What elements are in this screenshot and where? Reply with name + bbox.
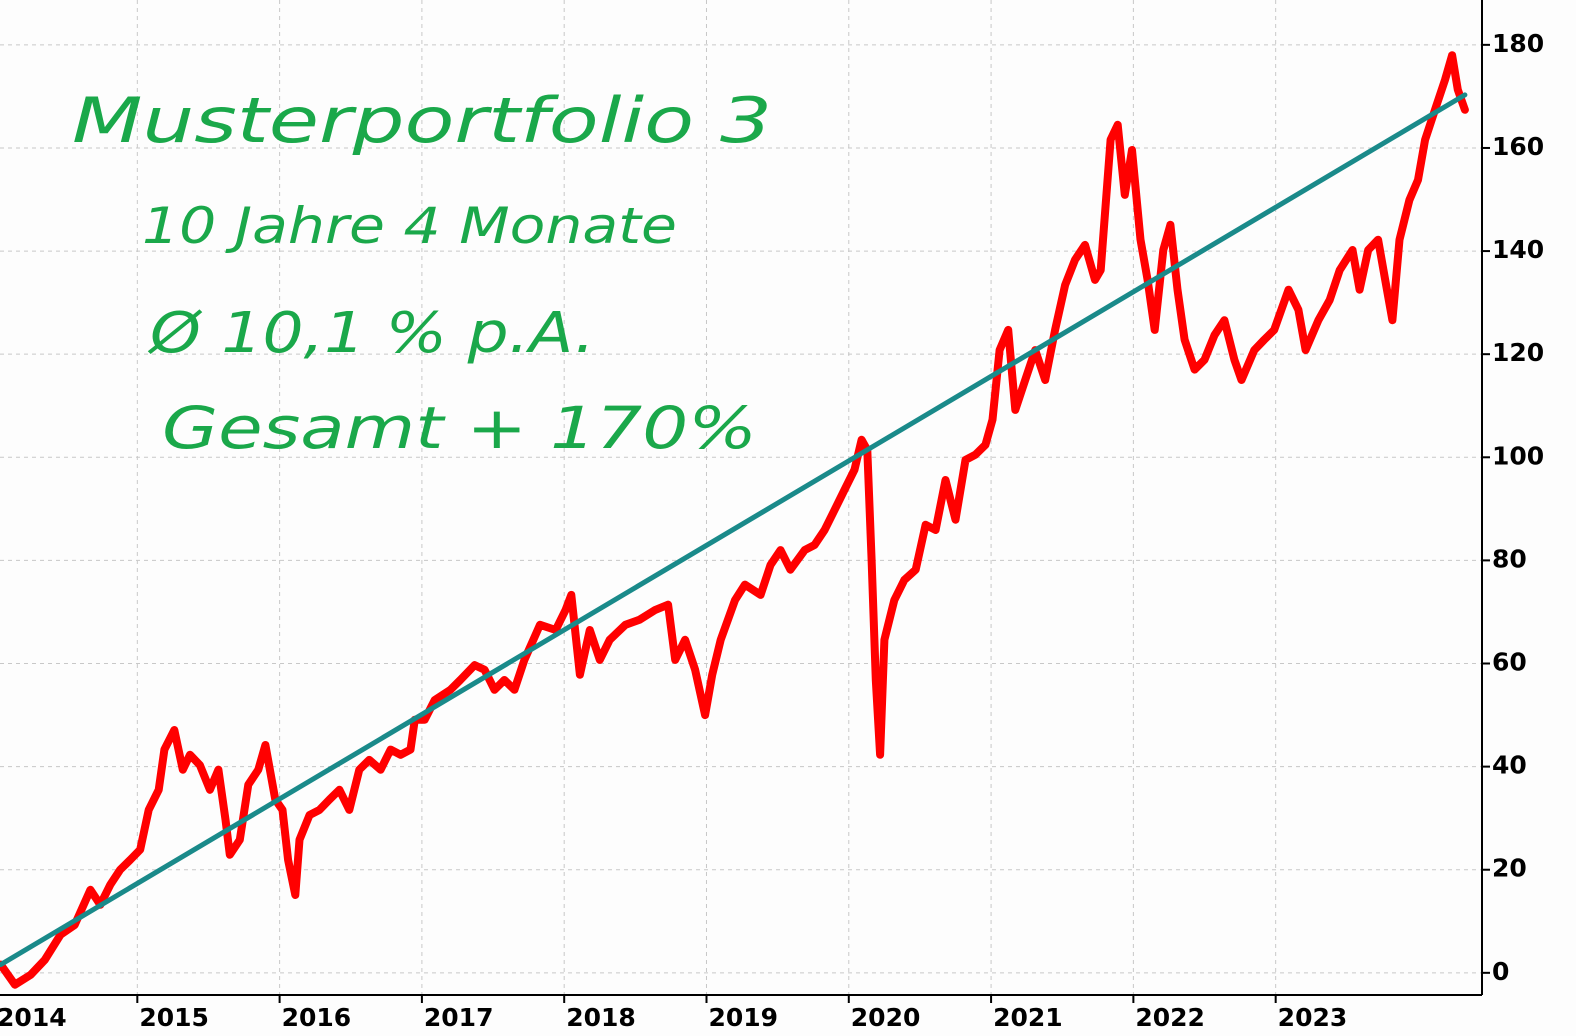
x-tick-label: 2018: [566, 1003, 636, 1032]
y-tick-label: 40: [1492, 751, 1527, 780]
y-tick-label: 120: [1492, 338, 1544, 367]
series-line: [0, 92, 1468, 968]
y-tick-label: 180: [1492, 29, 1544, 58]
x-tick-label: 2022: [1135, 1003, 1205, 1032]
annotation: Musterportfolio 3: [72, 84, 772, 157]
annotation: Gesamt + 170%: [162, 394, 757, 462]
y-tick-label: 20: [1492, 854, 1527, 883]
x-tick-label: 2023: [1278, 1003, 1348, 1032]
annotation: Ø 10,1 % p.A.: [148, 301, 595, 366]
y-tick-label: 0: [1492, 957, 1509, 986]
x-tick-label: 2019: [708, 1003, 778, 1032]
x-tick-label: 2015: [139, 1003, 209, 1032]
x-tick-label: 2016: [282, 1003, 352, 1032]
y-tick-label: 80: [1492, 544, 1527, 573]
y-tick-label: 60: [1492, 648, 1527, 677]
x-tick-label: 2020: [851, 1003, 921, 1032]
annotation: 10 Jahre 4 Monate: [142, 197, 677, 255]
x-tick-label: 2014: [0, 1003, 67, 1032]
x-tick-label: 2017: [424, 1003, 494, 1032]
y-tick-label: 100: [1492, 441, 1544, 470]
x-tick-label: 2021: [993, 1003, 1063, 1032]
y-tick-label: 140: [1492, 235, 1544, 264]
series-line: [0, 51, 1469, 989]
y-tick-label: 160: [1492, 132, 1544, 161]
